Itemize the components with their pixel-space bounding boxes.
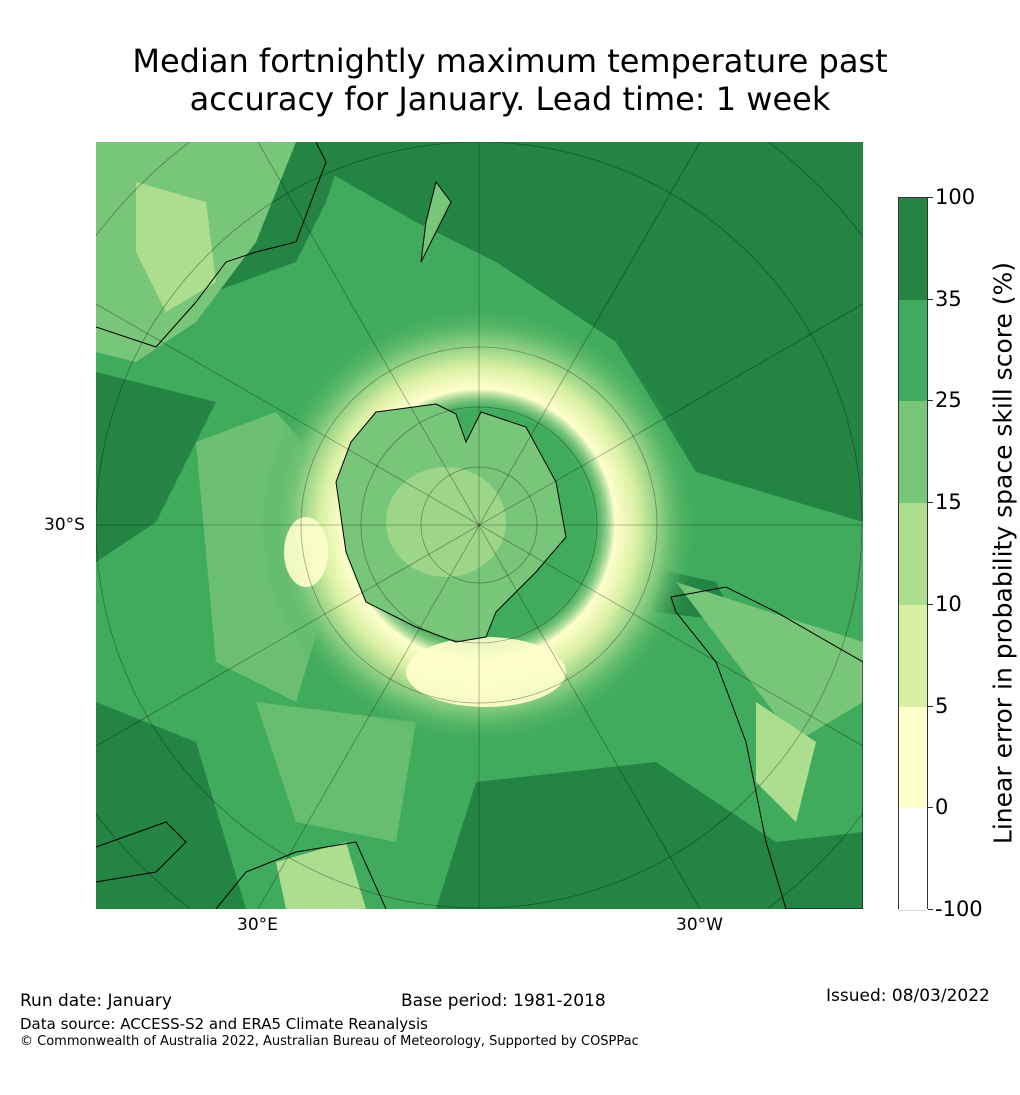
- chart-title-line1: Median fortnightly maximum temperature p…: [132, 42, 888, 80]
- colorbar-tick-label: 35: [935, 286, 962, 311]
- lat-label: 30°S: [44, 515, 85, 535]
- low-skill-patch: [386, 467, 506, 577]
- colorbar: [898, 197, 928, 911]
- colorbar-tick: [928, 298, 933, 300]
- data-source: Data source: ACCESS-S2 and ERA5 Climate …: [20, 1015, 428, 1033]
- colorbar-segment: [899, 198, 927, 301]
- australia-coast: [215, 841, 387, 909]
- colorbar-tick-label: -100: [935, 897, 983, 921]
- lon-label-30w: 30°W: [676, 915, 723, 935]
- colorbar-tick-label: 15: [935, 490, 962, 515]
- south-america-coast: [670, 586, 863, 909]
- new-zealand-coast: [420, 180, 452, 263]
- copyright: © Commonwealth of Australia 2022, Austra…: [20, 1034, 639, 1049]
- high-skill-region: [96, 372, 216, 562]
- graticule: [96, 142, 863, 909]
- moderate-skill-region: [256, 702, 416, 842]
- coastline: [96, 821, 187, 883]
- colorbar-tick: [928, 909, 933, 910]
- colorbar-segment: [899, 604, 927, 708]
- high-skill-region: [276, 142, 863, 522]
- colorbar-tick: [928, 705, 933, 707]
- run-date: Run date: January: [20, 991, 172, 1011]
- low-skill-region: [136, 182, 216, 312]
- colorbar-tick-label: 0: [935, 795, 949, 820]
- low-skill-region: [276, 842, 366, 909]
- colorbar-segment: [899, 401, 927, 505]
- colorbar-tick: [928, 807, 933, 809]
- high-skill-region: [96, 702, 246, 909]
- colorbar-label: Linear error in probability space skill …: [988, 261, 1018, 845]
- colorbar-tick-label: 25: [935, 388, 962, 413]
- colorbar-tick: [928, 400, 933, 402]
- moderate-skill-region: [676, 582, 863, 742]
- high-skill-region: [436, 762, 863, 909]
- colorbar-tick-label: 10: [935, 591, 962, 616]
- colorbar-segment: [899, 706, 927, 810]
- lon-label-30e: 30°E: [237, 915, 278, 935]
- colorbar-tick: [928, 502, 933, 504]
- colorbar-tick: [928, 197, 933, 198]
- colorbar-tick-label: 100: [935, 185, 976, 209]
- polar-map: [96, 142, 863, 909]
- chart-title-line2: accuracy for January. Lead time: 1 week: [189, 80, 831, 118]
- issued-date: Issued: 08/03/2022: [826, 986, 990, 1006]
- colorbar-segment: [899, 808, 927, 911]
- low-skill-patch: [284, 517, 328, 587]
- low-skill-region: [756, 702, 816, 822]
- low-skill-patch: [406, 637, 566, 707]
- colorbar-tick: [928, 603, 933, 605]
- colorbar-segment: [899, 503, 927, 606]
- africa-coast: [96, 142, 327, 348]
- base-period: Base period: 1981-2018: [401, 991, 606, 1011]
- colorbar-segment: [899, 299, 927, 403]
- colorbar-tick-label: 5: [935, 693, 949, 718]
